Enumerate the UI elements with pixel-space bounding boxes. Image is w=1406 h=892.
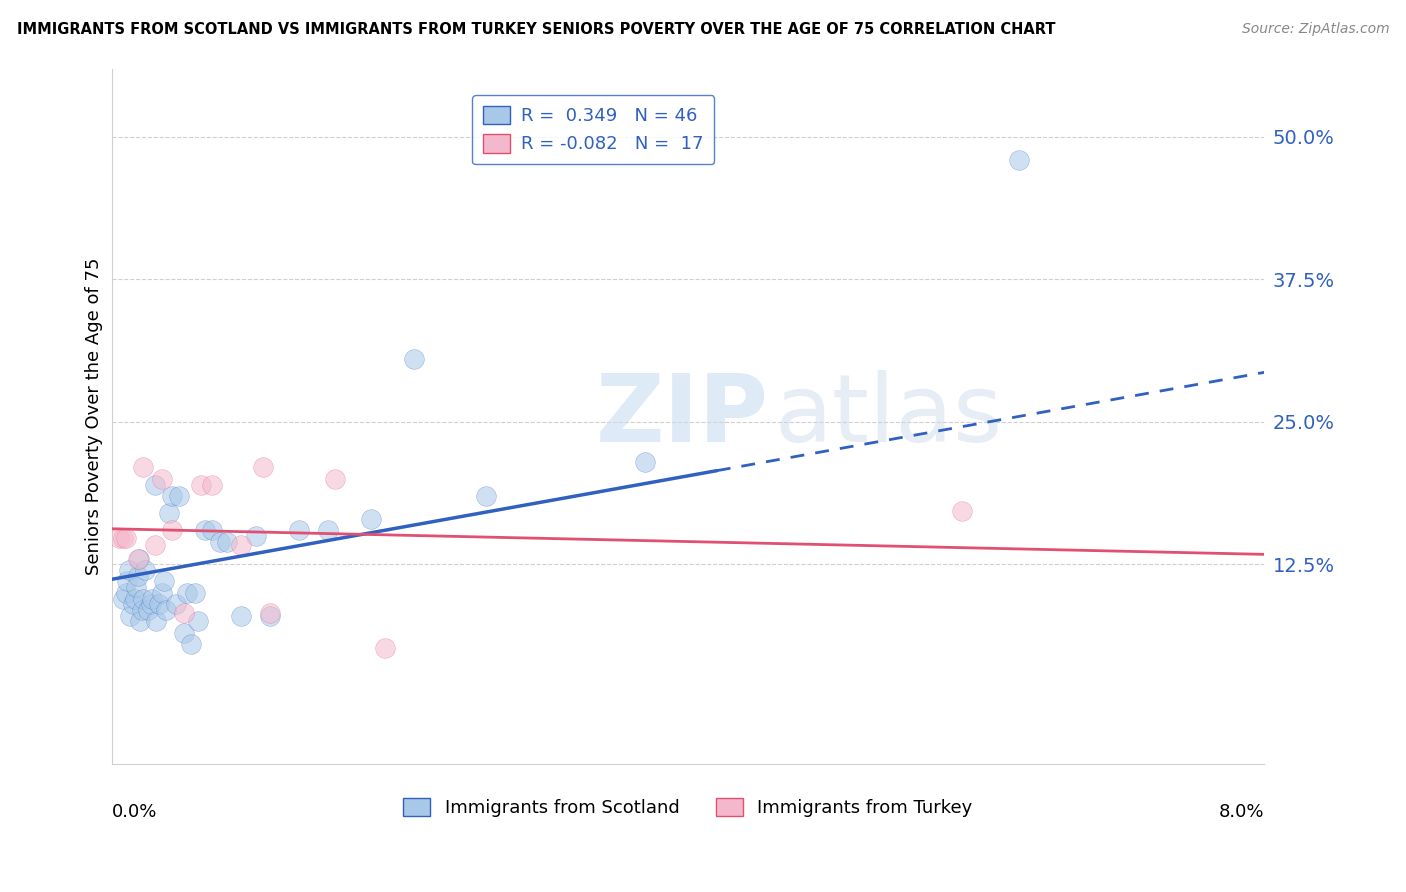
Point xyxy=(143,477,166,491)
Point xyxy=(128,551,150,566)
Point xyxy=(374,640,396,655)
Point xyxy=(122,597,145,611)
Point xyxy=(155,603,177,617)
Point xyxy=(150,472,173,486)
Point xyxy=(323,472,346,486)
Point xyxy=(215,534,238,549)
Point xyxy=(208,534,231,549)
Point xyxy=(127,551,149,566)
Point xyxy=(127,568,149,582)
Text: atlas: atlas xyxy=(775,370,1002,462)
Point xyxy=(118,563,141,577)
Point xyxy=(139,597,162,611)
Text: 0.0%: 0.0% xyxy=(111,803,157,821)
Point xyxy=(187,615,209,629)
Point xyxy=(194,523,217,537)
Point xyxy=(166,597,188,611)
Point xyxy=(176,586,198,600)
Point xyxy=(950,504,973,518)
Point xyxy=(288,523,311,537)
Y-axis label: Seniors Poverty Over the Age of 75: Seniors Poverty Over the Age of 75 xyxy=(86,258,103,575)
Point xyxy=(136,603,159,617)
Point xyxy=(125,580,148,594)
Point xyxy=(1008,153,1031,167)
Point xyxy=(245,529,267,543)
Point xyxy=(134,563,156,577)
Point xyxy=(112,531,135,545)
Point xyxy=(173,607,195,621)
Point xyxy=(634,455,657,469)
Point xyxy=(160,489,183,503)
Point xyxy=(141,591,163,606)
Point xyxy=(115,586,138,600)
Point xyxy=(475,489,498,503)
Text: IMMIGRANTS FROM SCOTLAND VS IMMIGRANTS FROM TURKEY SENIORS POVERTY OVER THE AGE : IMMIGRANTS FROM SCOTLAND VS IMMIGRANTS F… xyxy=(17,22,1056,37)
Point xyxy=(173,625,195,640)
Point xyxy=(259,608,281,623)
Point xyxy=(129,615,152,629)
Point xyxy=(148,597,170,611)
Point xyxy=(404,352,426,367)
Point xyxy=(124,591,146,606)
Legend: Immigrants from Scotland, Immigrants from Turkey: Immigrants from Scotland, Immigrants fro… xyxy=(396,790,980,824)
Point xyxy=(184,586,207,600)
Point xyxy=(160,523,183,537)
Point xyxy=(143,538,166,552)
Point xyxy=(152,574,174,589)
Point xyxy=(131,603,153,617)
Point xyxy=(150,586,173,600)
Point xyxy=(157,506,180,520)
Point xyxy=(115,531,138,545)
Text: 8.0%: 8.0% xyxy=(1219,803,1264,821)
Point xyxy=(259,607,281,621)
Point xyxy=(252,460,274,475)
Point xyxy=(108,531,131,545)
Text: Source: ZipAtlas.com: Source: ZipAtlas.com xyxy=(1241,22,1389,37)
Point xyxy=(201,477,224,491)
Point xyxy=(231,538,253,552)
Point xyxy=(132,591,155,606)
Point xyxy=(132,460,155,475)
Point xyxy=(112,591,135,606)
Point xyxy=(120,608,142,623)
Point xyxy=(316,523,339,537)
Point xyxy=(169,489,191,503)
Point xyxy=(231,608,253,623)
Point xyxy=(360,512,382,526)
Point xyxy=(117,574,139,589)
Text: ZIP: ZIP xyxy=(596,370,769,462)
Point xyxy=(145,615,167,629)
Point xyxy=(190,477,212,491)
Point xyxy=(180,637,202,651)
Point xyxy=(201,523,224,537)
